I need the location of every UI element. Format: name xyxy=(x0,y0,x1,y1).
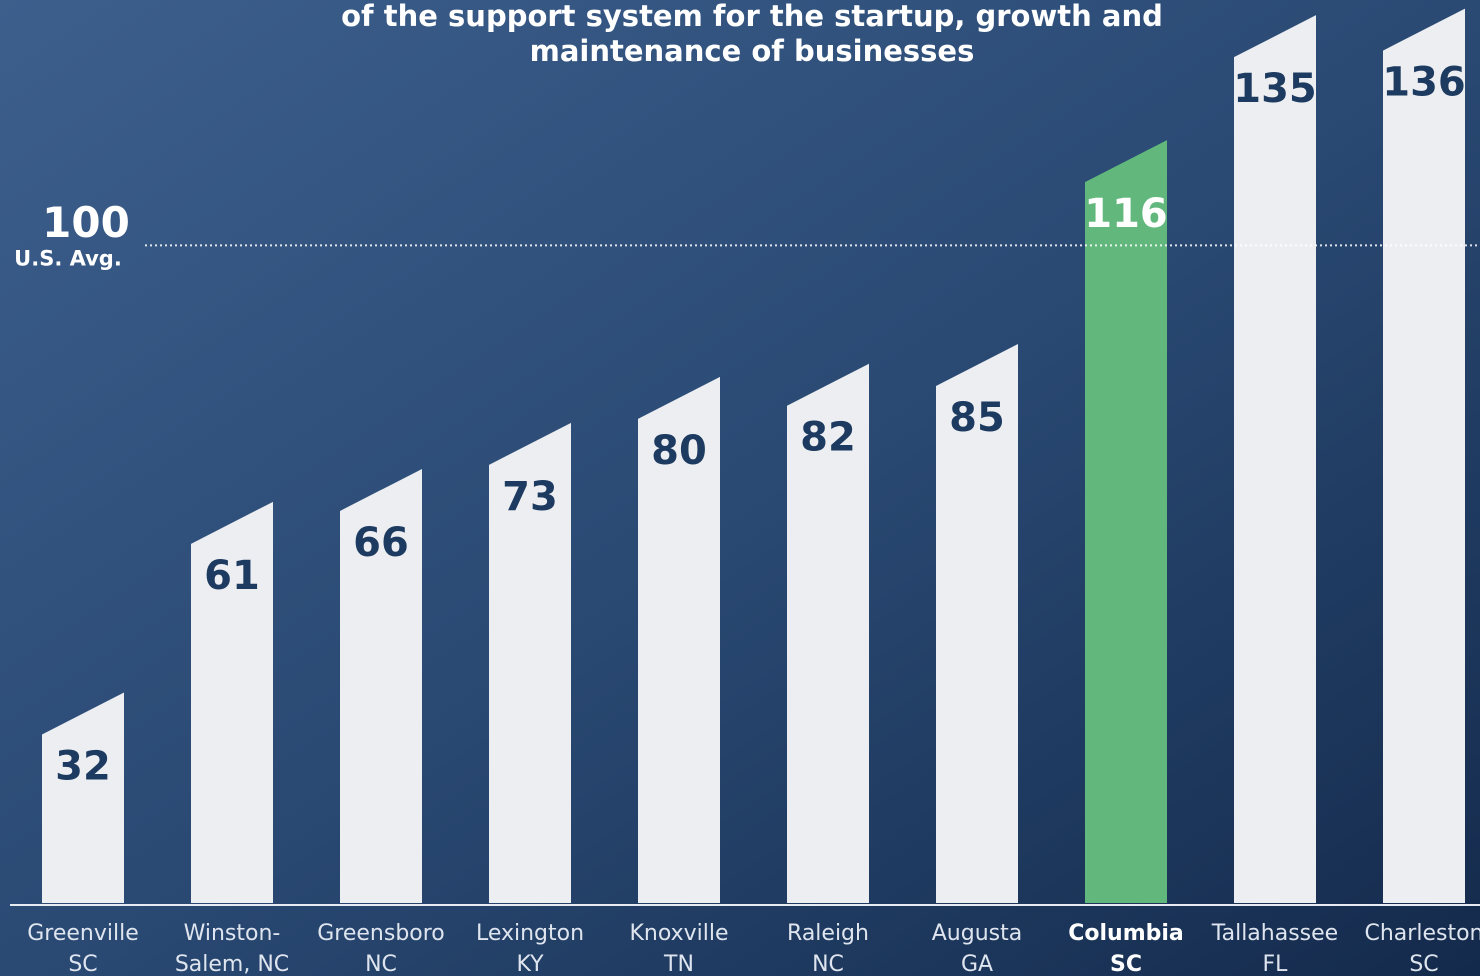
value-label: 85 xyxy=(949,395,1005,441)
x-tick-label: Tallahassee xyxy=(1211,921,1338,946)
x-tick-label: Knoxville xyxy=(629,921,728,946)
bar xyxy=(787,363,869,903)
value-label: 82 xyxy=(800,415,856,461)
x-tick-label: Salem, NC xyxy=(175,952,289,976)
bar xyxy=(1383,8,1465,903)
bar xyxy=(1234,15,1316,904)
title-line: of the support system for the startup, g… xyxy=(341,0,1163,33)
x-tick-label: NC xyxy=(365,952,397,976)
bar xyxy=(638,376,720,903)
x-tick-label: SC xyxy=(1110,952,1142,976)
bar xyxy=(42,692,124,903)
x-tick-label: Greensboro xyxy=(317,921,445,946)
x-tick-label: Augusta xyxy=(932,921,1022,946)
bar xyxy=(936,343,1018,903)
value-label: 136 xyxy=(1382,60,1466,106)
x-tick-label: Winston- xyxy=(184,921,281,946)
x-tick-label: Columbia xyxy=(1068,921,1184,946)
reference-value: 100 xyxy=(42,198,130,247)
x-tick-label: SC xyxy=(1409,952,1438,976)
x-tick-label: Raleigh xyxy=(787,921,869,946)
x-tick-label: NC xyxy=(812,952,844,976)
bar xyxy=(340,468,422,903)
x-tick-label: KY xyxy=(516,952,544,976)
x-tick-label: FL xyxy=(1263,952,1289,976)
x-tick-label: GA xyxy=(961,952,993,976)
bar xyxy=(489,422,571,903)
value-label: 116 xyxy=(1084,191,1168,237)
value-label: 32 xyxy=(55,744,111,790)
value-label: 61 xyxy=(204,553,260,599)
x-tick-label: Greenville xyxy=(27,921,139,946)
bar xyxy=(1085,140,1167,903)
x-tick-label: TN xyxy=(663,952,694,976)
title-line: maintenance of businesses xyxy=(530,34,975,68)
x-tick-label: SC xyxy=(68,952,97,976)
x-tick-label: Charleston xyxy=(1365,921,1480,946)
value-label: 66 xyxy=(353,520,409,566)
value-label: 135 xyxy=(1233,66,1317,112)
value-label: 80 xyxy=(651,428,707,474)
x-tick-label: Lexington xyxy=(476,921,584,946)
bar xyxy=(191,501,273,903)
reference-label: U.S. Avg. xyxy=(14,246,122,270)
value-label: 73 xyxy=(502,474,558,520)
